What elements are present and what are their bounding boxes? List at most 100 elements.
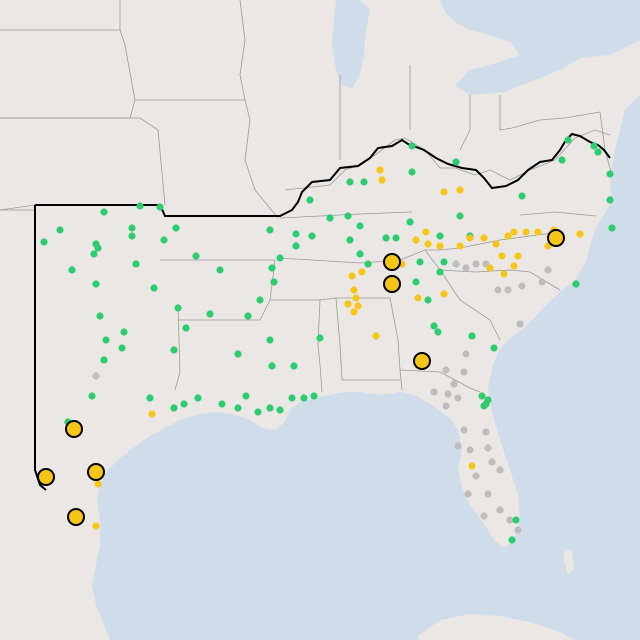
green-site-marker[interactable] [172,224,180,232]
gray-site-marker[interactable] [472,260,480,268]
yellow-site-marker[interactable] [92,522,100,530]
green-site-marker[interactable] [206,310,214,318]
gray-site-marker[interactable] [480,512,488,520]
highlighted-site-marker[interactable] [37,468,55,486]
green-site-marker[interactable] [392,234,400,242]
gray-site-marker[interactable] [514,526,522,534]
green-site-marker[interactable] [434,328,442,336]
gray-site-marker[interactable] [430,388,438,396]
green-site-marker[interactable] [96,312,104,320]
green-site-marker[interactable] [518,192,526,200]
yellow-site-marker[interactable] [468,462,476,470]
gray-site-marker[interactable] [92,372,100,380]
green-site-marker[interactable] [268,264,276,272]
green-site-marker[interactable] [92,280,100,288]
yellow-site-marker[interactable] [504,232,512,240]
yellow-site-marker[interactable] [510,228,518,236]
gray-site-marker[interactable] [506,516,514,524]
yellow-site-marker[interactable] [440,188,448,196]
green-site-marker[interactable] [102,336,110,344]
green-site-marker[interactable] [430,322,438,330]
yellow-site-marker[interactable] [354,302,362,310]
gray-site-marker[interactable] [544,266,552,274]
green-site-marker[interactable] [128,224,136,232]
yellow-site-marker[interactable] [422,228,430,236]
yellow-site-marker[interactable] [498,252,506,260]
green-site-marker[interactable] [292,242,300,250]
yellow-site-marker[interactable] [576,230,584,238]
gray-site-marker[interactable] [494,286,502,294]
green-site-marker[interactable] [270,278,278,286]
green-site-marker[interactable] [606,170,614,178]
gray-site-marker[interactable] [518,282,526,290]
yellow-site-marker[interactable] [436,242,444,250]
green-site-marker[interactable] [100,356,108,364]
green-site-marker[interactable] [118,344,126,352]
green-site-marker[interactable] [100,208,108,216]
green-site-marker[interactable] [88,392,96,400]
yellow-site-marker[interactable] [372,332,380,340]
green-site-marker[interactable] [90,250,98,258]
green-site-marker[interactable] [146,394,154,402]
gray-site-marker[interactable] [454,442,462,450]
green-site-marker[interactable] [440,258,448,266]
green-site-marker[interactable] [316,334,324,342]
green-site-marker[interactable] [308,232,316,240]
green-site-marker[interactable] [94,244,102,252]
green-site-marker[interactable] [180,400,188,408]
green-site-marker[interactable] [344,212,352,220]
green-site-marker[interactable] [174,304,182,312]
green-site-marker[interactable] [120,328,128,336]
green-site-marker[interactable] [306,196,314,204]
green-site-marker[interactable] [40,238,48,246]
green-site-marker[interactable] [256,296,264,304]
gray-site-marker[interactable] [454,394,462,402]
yellow-site-marker[interactable] [414,294,422,302]
yellow-site-marker[interactable] [350,286,358,294]
gray-site-marker[interactable] [482,428,490,436]
green-site-marker[interactable] [346,236,354,244]
green-site-marker[interactable] [564,136,572,144]
green-site-marker[interactable] [452,158,460,166]
highlighted-site-marker[interactable] [413,352,431,370]
green-site-marker[interactable] [408,168,416,176]
green-site-marker[interactable] [590,142,598,150]
green-site-marker[interactable] [482,400,490,408]
yellow-site-marker[interactable] [514,252,522,260]
green-site-marker[interactable] [234,350,242,358]
yellow-site-marker[interactable] [412,236,420,244]
green-site-marker[interactable] [242,392,250,400]
yellow-site-marker[interactable] [480,234,488,242]
highlighted-site-marker[interactable] [383,275,401,293]
highlighted-site-marker[interactable] [67,508,85,526]
yellow-site-marker[interactable] [348,272,356,280]
yellow-site-marker[interactable] [456,186,464,194]
green-site-marker[interactable] [254,408,262,416]
green-site-marker[interactable] [292,230,300,238]
green-site-marker[interactable] [572,280,580,288]
highlighted-site-marker[interactable] [383,253,401,271]
gray-site-marker[interactable] [516,320,524,328]
green-site-marker[interactable] [288,394,296,402]
green-site-marker[interactable] [416,258,424,266]
gray-site-marker[interactable] [488,458,496,466]
green-site-marker[interactable] [244,312,252,320]
green-site-marker[interactable] [424,296,432,304]
green-site-marker[interactable] [436,232,444,240]
green-site-marker[interactable] [300,394,308,402]
green-site-marker[interactable] [408,142,416,150]
green-site-marker[interactable] [456,212,464,220]
green-site-marker[interactable] [160,236,168,244]
green-site-marker[interactable] [512,516,520,524]
green-site-marker[interactable] [170,346,178,354]
gray-site-marker[interactable] [450,380,458,388]
green-site-marker[interactable] [128,232,136,240]
green-site-marker[interactable] [382,234,390,242]
highlighted-site-marker[interactable] [547,229,565,247]
green-site-marker[interactable] [412,278,420,286]
green-site-marker[interactable] [364,260,372,268]
yellow-site-marker[interactable] [148,410,156,418]
yellow-site-marker[interactable] [492,240,500,248]
gray-site-marker[interactable] [538,278,546,286]
